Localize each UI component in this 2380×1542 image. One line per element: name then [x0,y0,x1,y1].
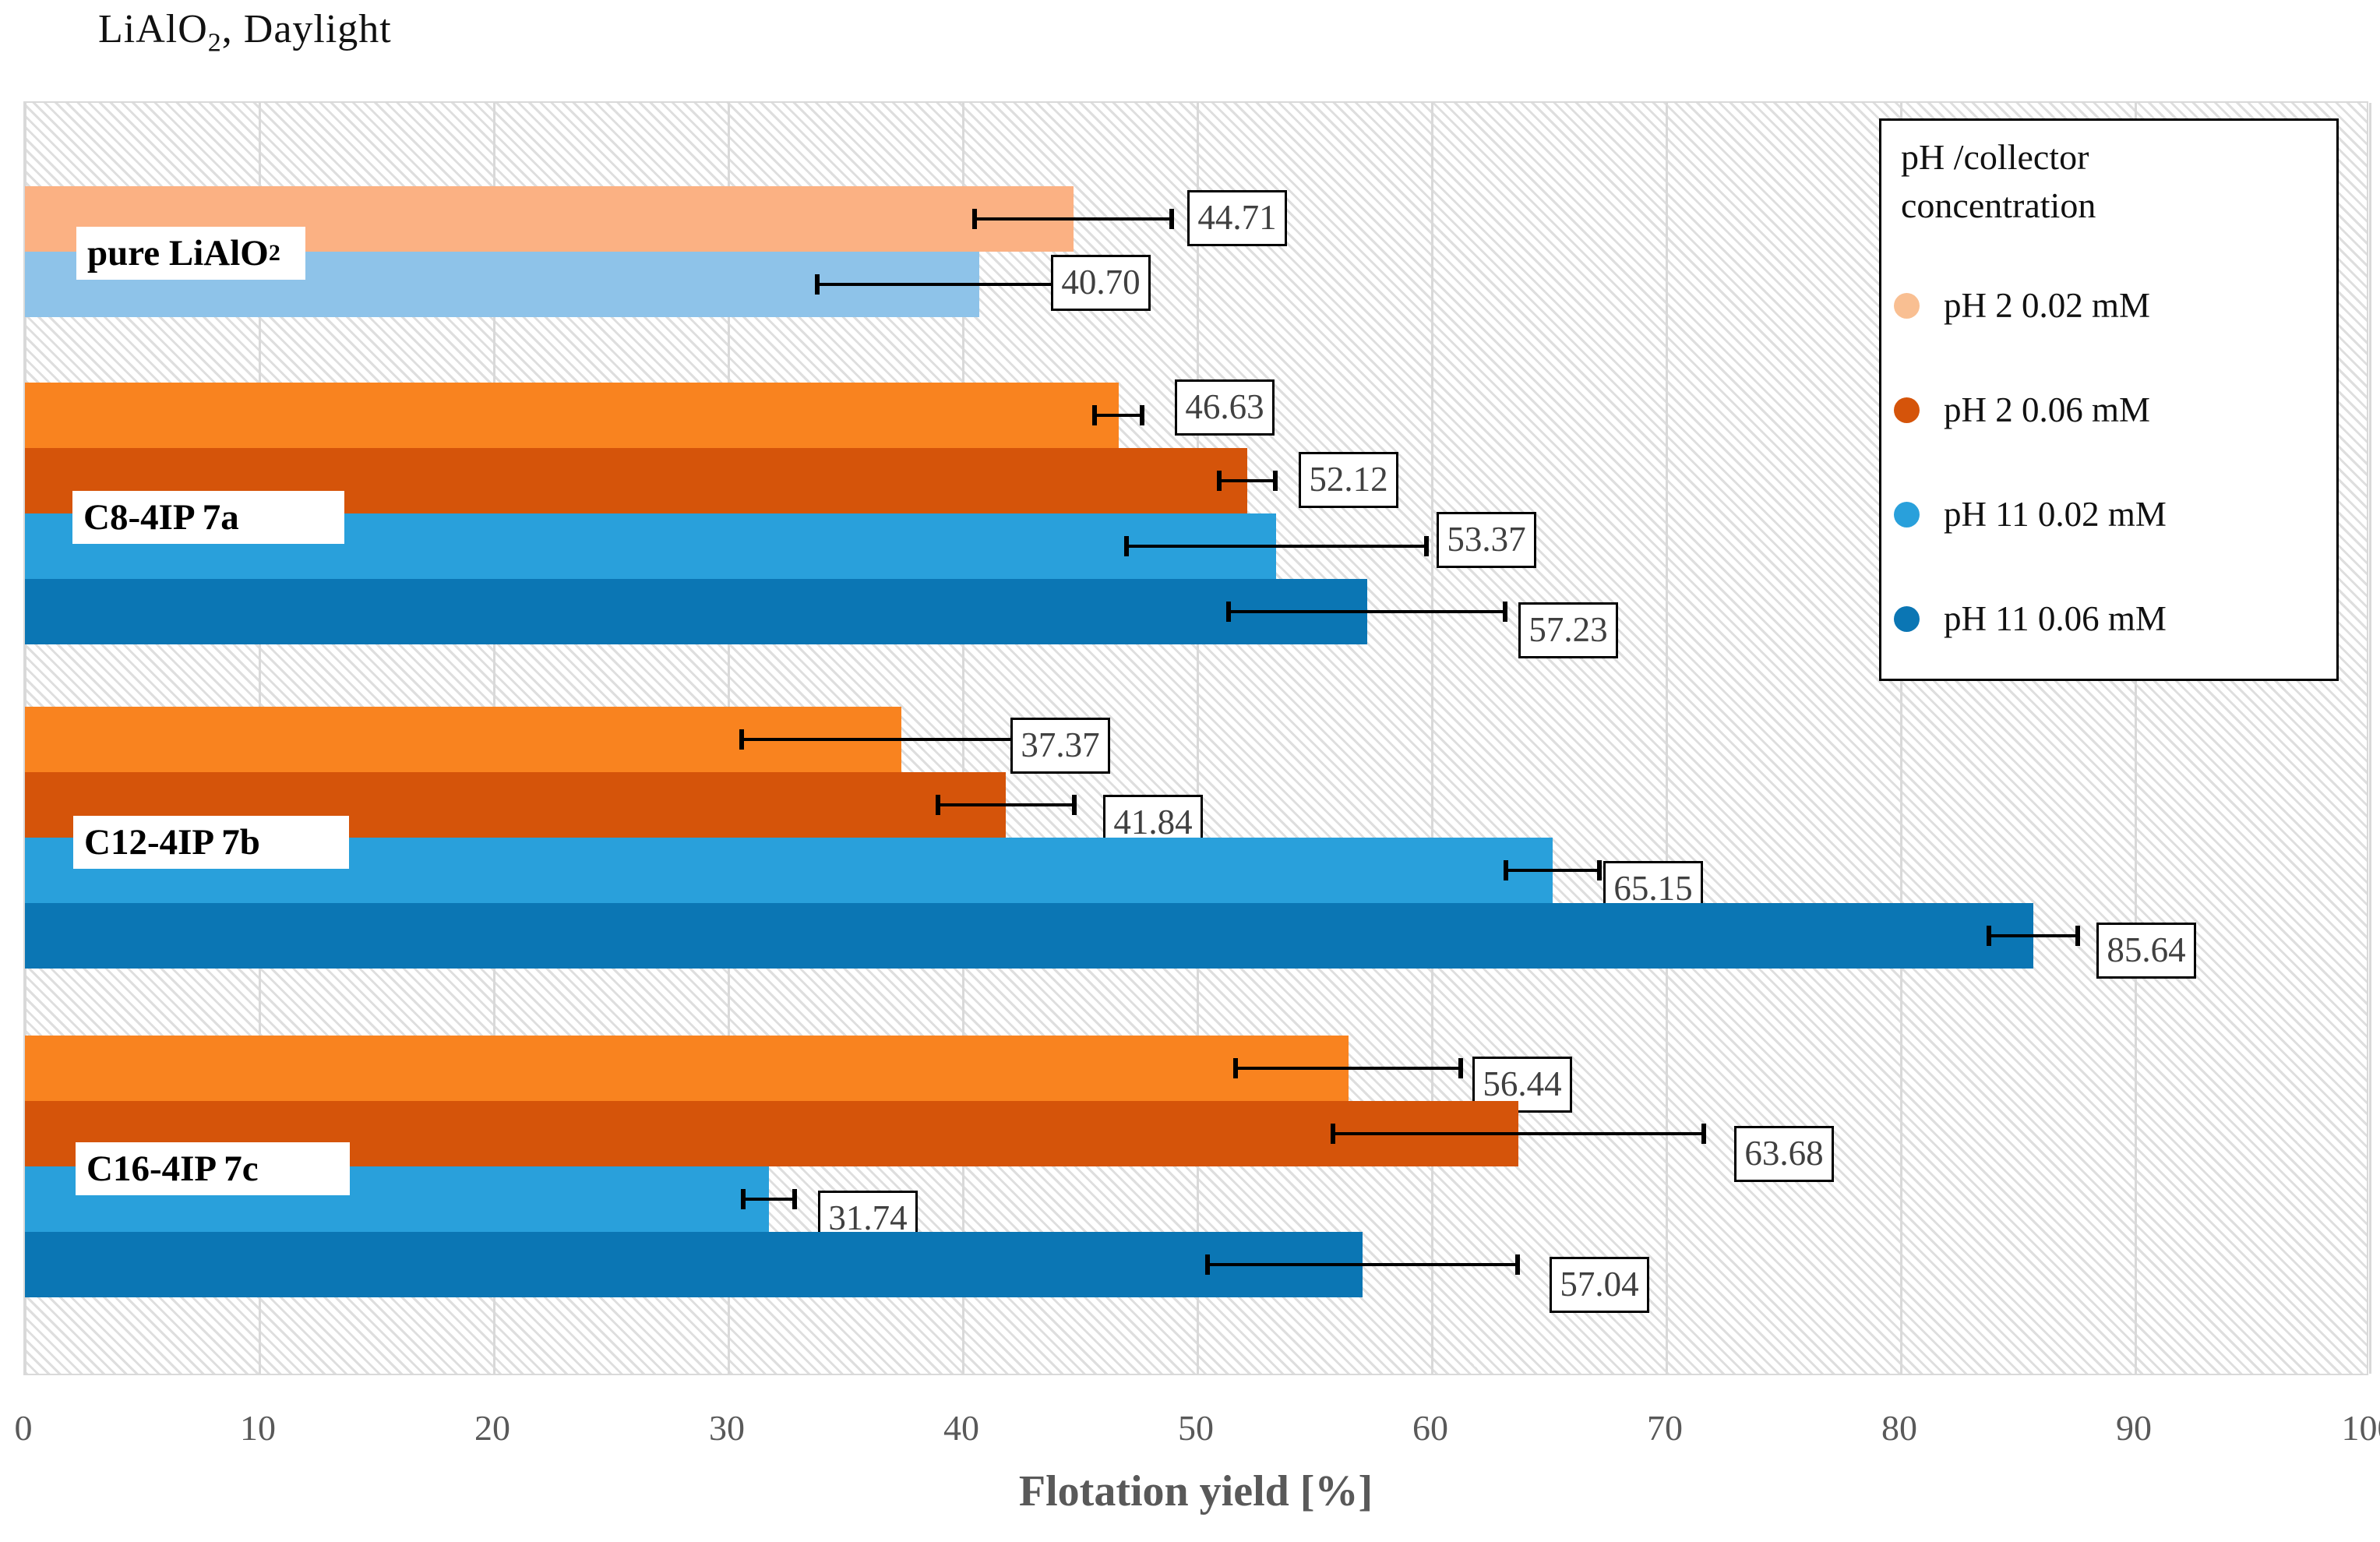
chart-title-subscript: 2 [207,28,222,58]
bar [25,383,1119,448]
error-bar-cap-left [972,209,978,229]
tick-label: 0 [14,1408,33,1448]
bar [25,579,1367,644]
tick-label: 50 [1178,1408,1214,1448]
legend-item: pH 11 0.02 mM [1881,487,2336,542]
legend-item: pH 11 0.06 mM [1881,591,2336,646]
category-label-text: C8-4IP 7a [83,497,239,538]
tick-label: 30 [709,1408,745,1448]
category-label-text: pure LiAlO [87,233,269,273]
error-bar-cap-left [815,274,820,295]
error-bar-cap-left [739,729,745,750]
bar [25,1036,1349,1101]
error-bar-cap-right [1424,536,1430,556]
error-bar [1216,471,1278,491]
error-bar-cap-left [1216,471,1222,491]
value-label: 52.12 [1299,452,1398,508]
bar [25,903,2033,969]
error-bar-cap-right [1071,795,1077,815]
category-label: C8-4IP 7a [72,491,344,544]
error-bar [1986,926,2080,946]
error-bar [741,1189,798,1209]
value-label: 85.64 [2096,923,2196,979]
legend-item-label: pH 2 0.02 mM [1944,286,2151,325]
category-label-text: C16-4IP 7c [86,1149,259,1189]
gridline [1899,103,1902,1374]
error-bar-cap-left [936,795,941,815]
error-bar-cap-right [2075,926,2080,946]
chart-title-main: LiAlO [98,7,208,51]
legend: pH /collector concentration pH 2 0.02 mM… [1879,118,2339,681]
tick-label: 10 [240,1408,276,1448]
value-label: 37.37 [1010,718,1110,774]
tick-label: 90 [2116,1408,2152,1448]
error-bar-cap-left [1986,926,1991,946]
legend-item-label: pH 2 0.06 mM [1944,390,2151,429]
legend-title: pH /collector concentration [1901,137,2096,226]
error-bar [1226,602,1508,622]
category-label-subscript: 2 [268,240,280,266]
value-label: 57.23 [1518,602,1618,658]
error-bar [1123,536,1430,556]
error-bar-cap-right [792,1189,798,1209]
error-bar-cap-right [1272,471,1278,491]
error-bar-cap-left [1233,1058,1239,1078]
chart-title: LiAlO2, Daylight [98,6,392,58]
category-label-text: C12-4IP 7b [84,822,260,863]
error-bar-cap-left [1205,1254,1211,1275]
tick-label: 40 [943,1408,979,1448]
value-label: 44.71 [1187,190,1287,246]
category-label: C12-4IP 7b [73,816,349,869]
tick-label: 80 [1881,1408,1917,1448]
gridline [2134,103,2137,1374]
legend-swatch-icon [1894,292,1920,319]
chart-title-rest: , Daylight [221,7,392,51]
error-bar [1233,1058,1464,1078]
legend-item-label: pH 11 0.02 mM [1944,495,2167,534]
error-bar-cap-left [1226,602,1232,622]
category-label: C16-4IP 7c [76,1142,350,1195]
error-bar-cap-left [1503,860,1508,880]
bar [25,1232,1363,1297]
tick-label: 100 [2341,1408,2380,1448]
gridline [1430,103,1433,1374]
error-bar-cap-left [1123,536,1129,556]
error-bar-cap-left [741,1189,746,1209]
value-label: 46.63 [1175,379,1275,436]
error-bar-cap-right [1597,860,1603,880]
legend-swatch-icon [1894,501,1920,528]
value-label: 53.37 [1437,512,1536,568]
error-bar-cap-left [1092,405,1098,425]
gridline [2368,103,2371,1374]
error-bar [1092,405,1144,425]
error-bar [1330,1124,1706,1144]
legend-item: pH 2 0.02 mM [1881,278,2336,333]
error-bar [1205,1254,1520,1275]
error-bar-cap-right [1139,405,1144,425]
tick-label: 20 [474,1408,510,1448]
gridline [1665,103,1668,1374]
error-bar [936,795,1077,815]
error-bar-cap-right [1458,1058,1464,1078]
error-bar-cap-right [1169,209,1175,229]
legend-item-label: pH 11 0.06 mM [1944,599,2167,638]
error-bar [1503,860,1603,880]
value-label: 57.04 [1550,1257,1649,1313]
error-bar [972,209,1175,229]
legend-item: pH 2 0.06 mM [1881,383,2336,437]
value-label: 40.70 [1051,255,1151,311]
error-bar-cap-right [1701,1124,1706,1144]
gridline [1196,103,1199,1374]
error-bar-cap-left [1330,1124,1335,1144]
value-label: 63.68 [1734,1126,1834,1182]
error-bar-cap-right [1514,1254,1520,1275]
x-axis-title: Flotation yield [%] [1018,1467,1373,1516]
category-label: pure LiAlO 2 [76,227,305,280]
legend-swatch-icon [1894,605,1920,632]
tick-label: 60 [1412,1408,1448,1448]
legend-swatch-icon [1894,397,1920,423]
error-bar-cap-right [1503,602,1508,622]
tick-label: 70 [1647,1408,1683,1448]
